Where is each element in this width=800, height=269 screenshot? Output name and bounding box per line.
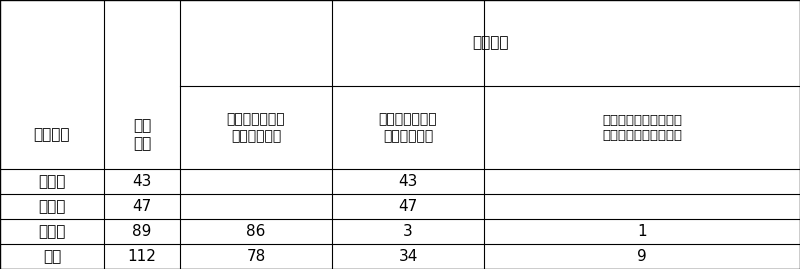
Text: 芥末粉: 芥末粉	[38, 199, 66, 214]
Text: 3: 3	[403, 224, 413, 239]
Text: 1: 1	[637, 224, 647, 239]
Text: 调料: 调料	[43, 249, 61, 264]
Text: 86: 86	[246, 224, 266, 239]
Text: 47: 47	[398, 199, 418, 214]
Text: 9: 9	[637, 249, 647, 264]
Text: 34: 34	[398, 249, 418, 264]
Text: 78: 78	[246, 249, 266, 264]
Text: 样品
总数: 样品 总数	[133, 118, 151, 151]
Text: 47: 47	[132, 199, 152, 214]
Text: 43: 43	[132, 174, 152, 189]
Text: 不含芥末致敏原
成分的样品数: 不含芥末致敏原 成分的样品数	[226, 113, 286, 143]
Text: 芥菜籽: 芥菜籽	[38, 174, 66, 189]
Text: 含有芥末致敏原成分，
但与标识不符的样品数: 含有芥末致敏原成分， 但与标识不符的样品数	[602, 114, 682, 142]
Text: 112: 112	[127, 249, 157, 264]
Text: 检测结果: 检测结果	[472, 36, 508, 51]
Text: 含有芥末致敏原
成分的样品数: 含有芥末致敏原 成分的样品数	[378, 113, 438, 143]
Text: 43: 43	[398, 174, 418, 189]
Text: 89: 89	[132, 224, 152, 239]
Text: 小食品: 小食品	[38, 224, 66, 239]
Text: 样品名称: 样品名称	[34, 127, 70, 142]
